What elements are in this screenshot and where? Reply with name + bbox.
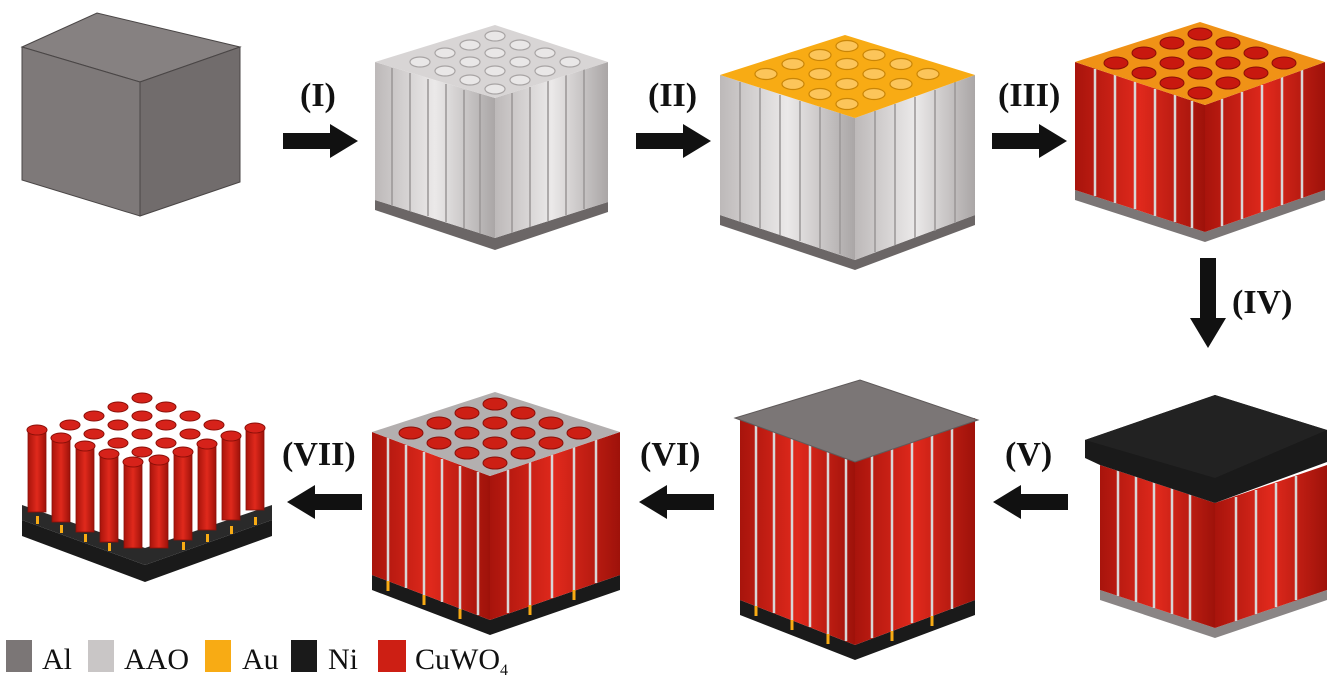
arrow-step-6	[639, 485, 714, 519]
legend-label-al: Al	[42, 643, 72, 676]
stage-al-removed	[733, 379, 980, 660]
legend-swatch-au	[205, 640, 231, 672]
legend-swatch-aao	[88, 640, 114, 672]
stage-top-removed	[372, 392, 620, 635]
arrow-step-3	[992, 124, 1067, 158]
stage-aao-template	[375, 25, 608, 250]
arrow-step-5	[993, 485, 1068, 519]
stage-au-coated	[720, 35, 975, 270]
legend: Al AAO Au Ni CuWO4	[6, 640, 508, 678]
step-label-6: (VI)	[640, 436, 700, 473]
stage-cuwo4-filled	[1075, 22, 1325, 242]
legend-swatch-cuwo4	[378, 640, 406, 672]
legend-swatch-ni	[291, 640, 317, 672]
arrow-step-7	[287, 485, 362, 519]
step-label-4: (IV)	[1232, 284, 1292, 321]
arrow-step-2	[636, 124, 711, 158]
legend-label-aao: AAO	[124, 643, 189, 676]
stage-ni-covered	[1085, 395, 1327, 638]
step-label-1: (I)	[300, 77, 336, 114]
step-labels: (I) (II) (III) (IV) (V) (VI) (VII)	[282, 77, 1292, 473]
legend-label-ni: Ni	[328, 643, 358, 676]
stage-al-block	[20, 12, 242, 217]
step-label-2: (II)	[648, 77, 697, 114]
legend-swatch-al	[6, 640, 32, 672]
step-label-3: (III)	[998, 77, 1060, 114]
legend-label-cuwo4-main: CuWO	[415, 643, 500, 676]
step-label-5: (V)	[1005, 436, 1052, 473]
stage-free-nanotubes	[22, 392, 272, 582]
arrows	[283, 124, 1226, 519]
step-label-7: (VII)	[282, 436, 356, 473]
arrow-step-4	[1190, 258, 1226, 348]
legend-label-cuwo4: CuWO4	[415, 643, 508, 678]
legend-label-cuwo4-sub: 4	[500, 662, 508, 678]
legend-label-au: Au	[242, 643, 279, 676]
arrow-step-1	[283, 124, 358, 158]
